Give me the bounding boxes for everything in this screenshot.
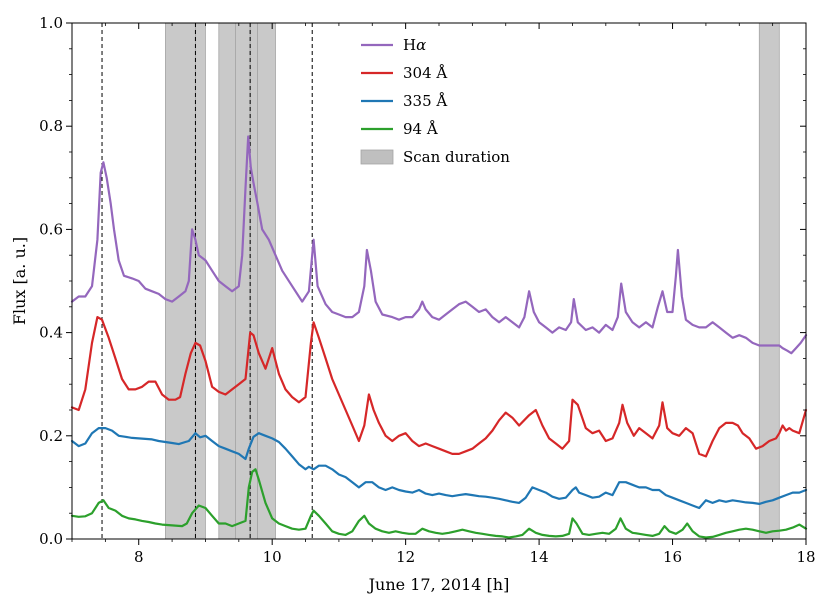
y-tick-label: 0.2 (39, 427, 63, 445)
y-tick-label: 0.4 (39, 324, 63, 342)
scan-duration-band-5 (249, 22, 258, 540)
scan-duration-band-3 (218, 22, 236, 540)
series-lines (70, 135, 808, 539)
y-tick-label: 0.0 (39, 530, 63, 548)
y-axis-label: Flux [a. u.] (10, 237, 29, 325)
x-tick-label: 16 (663, 548, 682, 566)
y-tick-label: 0.6 (39, 220, 63, 238)
x-axis-ticks: 8 10 12 14 16 18 (71, 23, 816, 566)
legend-label-scan: Scan duration (403, 148, 510, 166)
x-tick-label: 18 (796, 548, 815, 566)
scan-duration-spans (165, 22, 780, 540)
scan-duration-band-7 (758, 22, 780, 540)
scan-duration-band-6 (257, 22, 276, 540)
y-tick-label: 0.8 (39, 117, 63, 135)
event-lines (101, 23, 313, 539)
legend-label-2: 304 Å (403, 64, 447, 82)
x-tick-label: 8 (134, 548, 144, 566)
series-line-1 (70, 135, 808, 355)
legend-label-3: 335 Å (403, 92, 447, 110)
scan-duration-band-4 (235, 22, 251, 540)
legend-label-4: 94 Å (403, 120, 438, 138)
scan-duration-band-1 (165, 22, 196, 540)
legend-swatch-scan (360, 149, 394, 165)
x-axis-label: June 17, 2014 [h] (367, 575, 510, 594)
series-line-4 (70, 468, 808, 539)
series-line-2 (70, 316, 808, 458)
legend-label-1: Hα (403, 36, 426, 54)
y-axis-ticks: 0.0 0.2 0.4 0.6 0.8 1.0 (39, 14, 806, 548)
y-tick-label: 1.0 (39, 14, 63, 32)
x-tick-label: 12 (396, 548, 415, 566)
scan-duration-band-2 (195, 22, 206, 540)
x-tick-label: 10 (263, 548, 282, 566)
x-tick-label: 14 (530, 548, 549, 566)
legend: Hα 304 Å 335 Å 94 Å Scan duration (360, 36, 510, 166)
series-line-3 (70, 427, 808, 510)
